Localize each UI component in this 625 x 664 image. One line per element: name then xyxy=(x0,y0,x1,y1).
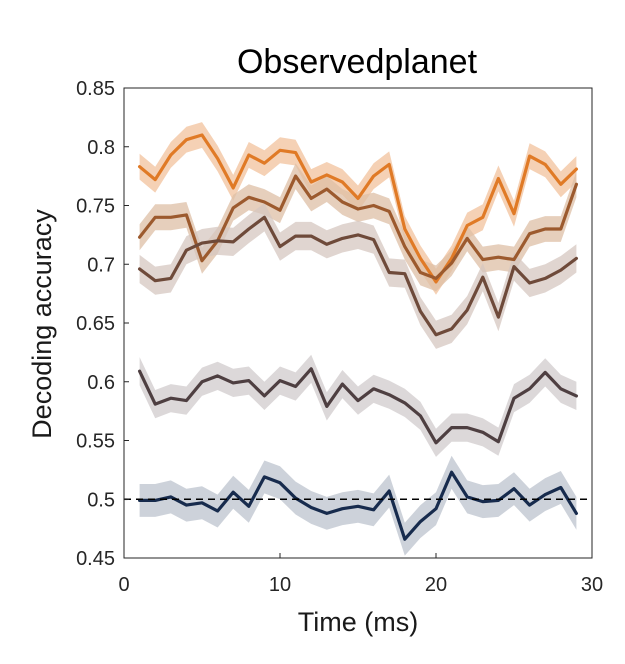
chart-title: Observedplanet xyxy=(237,43,478,81)
series-lines xyxy=(138,133,579,541)
y-tick-label: 0.85 xyxy=(76,78,115,100)
series-5-line xyxy=(138,470,579,541)
x-tick-label: 20 xyxy=(425,574,447,596)
y-axis-ticks: 0.45 0.5 0.55 0.6 0.65 0.7 0.75 0.8 0.85 xyxy=(76,78,129,570)
series-3-line xyxy=(138,215,579,337)
series-2-line xyxy=(138,174,579,280)
y-tick-label: 0.55 xyxy=(76,431,115,453)
x-tick-label: 0 xyxy=(118,574,129,596)
y-tick-label: 0.45 xyxy=(76,548,115,570)
series-4-line xyxy=(138,367,579,445)
y-tick-label: 0.65 xyxy=(76,313,115,335)
y-tick-label: 0.7 xyxy=(87,254,115,276)
x-tick-label: 30 xyxy=(581,574,603,596)
y-axis-title: Decoding accuracy xyxy=(27,209,57,439)
series-1-line xyxy=(138,133,579,284)
y-tick-label: 0.8 xyxy=(87,137,115,159)
y-tick-label: 0.75 xyxy=(76,196,115,218)
x-axis-ticks: 0 10 20 30 xyxy=(118,553,603,596)
x-axis-title: Time (ms) xyxy=(298,607,418,637)
y-tick-label: 0.5 xyxy=(87,489,115,511)
series-2-band xyxy=(139,163,577,292)
y-tick-label: 0.6 xyxy=(87,372,115,394)
x-tick-label: 10 xyxy=(269,574,291,596)
